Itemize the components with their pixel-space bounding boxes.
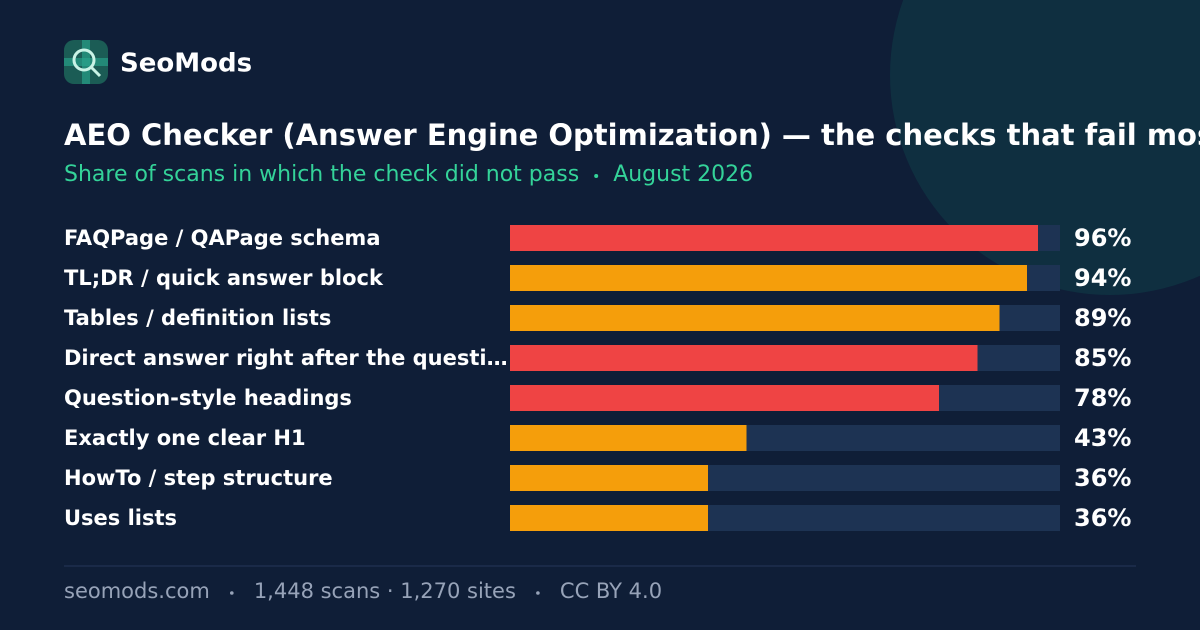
category-label: HowTo / step structure: [64, 466, 333, 490]
category-label: Tables / definition lists: [64, 306, 331, 330]
separator: [230, 591, 234, 595]
chart-title: AEO Checker (Answer Engine Optimization)…: [64, 118, 1200, 152]
value-label: 94%: [1074, 264, 1131, 292]
value-label: 85%: [1074, 344, 1131, 372]
bar: [510, 225, 1038, 251]
category-label: Exactly one clear H1: [64, 426, 306, 450]
chart-subtitle: Share of scans in which the check did no…: [64, 162, 579, 187]
value-label: 43%: [1074, 424, 1131, 452]
category-label: Uses lists: [64, 506, 177, 530]
bar: [510, 265, 1027, 291]
footer-license: CC BY 4.0: [560, 579, 662, 603]
separator: [594, 174, 599, 178]
separator: [536, 591, 540, 595]
value-label: 36%: [1074, 464, 1131, 492]
decor-circle: [890, 0, 1200, 295]
brand: SeoMods: [120, 49, 252, 79]
footer-site: seomods.com: [64, 579, 210, 603]
value-label: 36%: [1074, 504, 1131, 532]
bar: [510, 465, 708, 491]
bar: [510, 505, 708, 531]
value-label: 78%: [1074, 384, 1131, 412]
chart-date: August 2026: [613, 162, 753, 187]
bar: [510, 345, 978, 371]
category-label: Question-style headings: [64, 386, 352, 410]
footer-stats: 1,448 scans · 1,270 sites: [254, 579, 516, 603]
value-label: 96%: [1074, 224, 1131, 252]
category-label: Direct answer right after the questi…: [64, 346, 508, 370]
value-label: 89%: [1074, 304, 1131, 332]
category-label: FAQPage / QAPage schema: [64, 226, 381, 250]
logo: [64, 40, 108, 84]
bar: [510, 385, 939, 411]
category-label: TL;DR / quick answer block: [64, 266, 384, 290]
bar: [510, 305, 1000, 331]
bar: [510, 425, 747, 451]
